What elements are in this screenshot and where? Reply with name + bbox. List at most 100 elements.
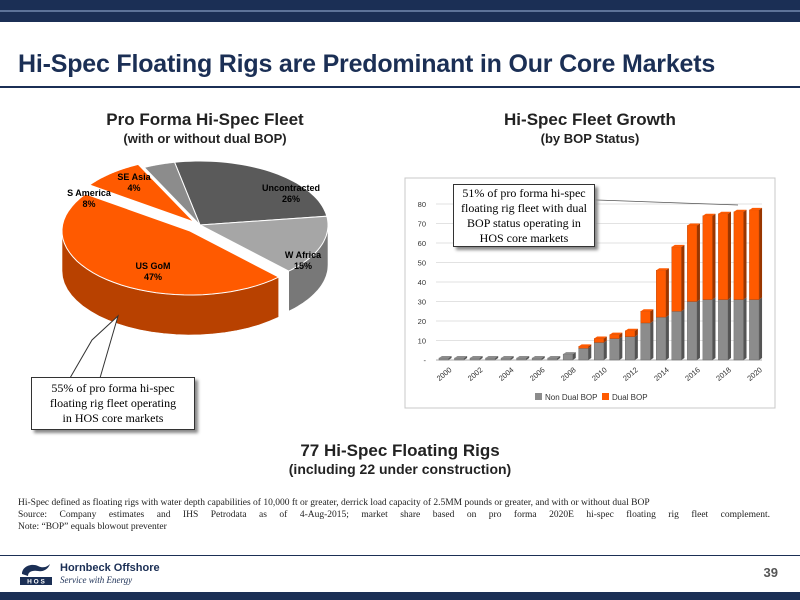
y-tick-label: - — [424, 356, 427, 365]
left-panel-heading: Pro Forma Hi-Spec Fleet — [106, 110, 304, 129]
bar-side — [588, 346, 592, 360]
footnote-bop: Note: “BOP” equals blowout preventer — [18, 522, 167, 532]
top-banner — [0, 0, 800, 22]
y-tick-label: 40 — [418, 278, 426, 287]
summary-line2: (including 22 under construction) — [288, 461, 512, 477]
bar-non-dual-bop-2007 — [547, 357, 558, 361]
pie-slice-s-america — [88, 163, 195, 223]
footer-divider — [0, 555, 800, 556]
bar-side — [650, 309, 654, 323]
bar-dual-bop-2017 — [702, 215, 713, 300]
left-panel-subheading: (with or without dual BOP) — [123, 131, 287, 146]
bar-dual-bop-2014 — [656, 270, 667, 318]
bar-side — [728, 211, 732, 300]
bar-non-dual-bop-2010 — [593, 342, 605, 361]
hos-logo-icon: H O S — [20, 564, 52, 586]
bar-non-dual-bop-2019 — [733, 299, 744, 361]
bar-side — [495, 356, 499, 360]
bar-dual-bop-2016 — [687, 225, 698, 302]
bar-side — [619, 332, 623, 339]
y-tick-label: 60 — [418, 239, 426, 248]
pie-label-uncontracted: Uncontracted 26% — [261, 183, 320, 204]
bar-dual-bop-2013 — [640, 311, 651, 324]
y-tick-label: 10 — [418, 337, 426, 346]
bar-side — [743, 209, 747, 300]
y-tick-label: 50 — [418, 259, 426, 268]
bar-side — [696, 223, 700, 302]
page-number: 39 — [763, 565, 778, 580]
pie-label-w-africa: W Africa 15% — [284, 250, 322, 271]
bar-non-dual-bop-2009 — [578, 348, 589, 361]
bar-top — [656, 268, 669, 271]
bar-side — [650, 320, 654, 360]
bar-top — [469, 356, 483, 359]
bar-side — [526, 356, 530, 360]
legend-swatch-non-dual — [535, 393, 542, 400]
bar-side — [603, 340, 607, 360]
bar-non-dual-bop-2008 — [562, 353, 573, 361]
bar-non-dual-bop-2012 — [625, 336, 636, 361]
title-divider — [0, 86, 800, 88]
bar-side — [759, 207, 763, 300]
bar-top — [702, 213, 716, 216]
summary-line1: 77 Hi-Spec Floating Rigs — [300, 441, 500, 460]
bar-side — [712, 297, 716, 360]
bar-non-dual-bop-2020 — [749, 299, 760, 361]
bar-non-dual-bop-2005 — [516, 357, 527, 361]
logo-letters: H O S — [27, 579, 45, 586]
bar-side — [510, 356, 514, 360]
bar-dual-bop-2012 — [625, 330, 636, 337]
bar-dual-bop-2019 — [733, 211, 744, 300]
bar-side — [696, 299, 700, 360]
right-callout: 51% of pro forma hi-spec floating rig fl… — [453, 184, 595, 247]
bar-side — [681, 309, 685, 360]
bar-top — [485, 356, 499, 359]
pie-slice-us-gom — [61, 193, 280, 296]
bar-dual-bop-2015 — [671, 246, 682, 312]
bar-side — [448, 356, 452, 360]
bar-top — [594, 336, 607, 339]
bar-side — [634, 328, 638, 337]
legend-swatch-dual — [602, 393, 609, 400]
bar-side — [634, 334, 638, 360]
bar-top — [547, 356, 561, 359]
bottom-banner — [0, 592, 800, 600]
bar-side — [572, 352, 576, 360]
bar-non-dual-bop-2001 — [454, 357, 465, 361]
bar-non-dual-bop-2006 — [531, 357, 542, 361]
logo-tagline: Service with Energy — [60, 575, 133, 585]
bar-top — [687, 223, 700, 226]
bar-non-dual-bop-2002 — [469, 357, 480, 361]
slide-title: Hi-Spec Floating Rigs are Predominant in… — [18, 50, 716, 78]
bar-top — [671, 244, 685, 247]
pie-slice-se-asia — [143, 161, 201, 226]
bar-non-dual-bop-2011 — [609, 338, 620, 361]
y-tick-label: 70 — [418, 220, 426, 229]
bar-top — [640, 309, 654, 312]
bar-top — [578, 344, 592, 347]
bar-dual-bop-2020 — [749, 209, 760, 300]
bar-side — [603, 336, 607, 343]
bar-non-dual-bop-2003 — [485, 357, 496, 361]
y-tick-label: 30 — [418, 298, 426, 307]
bar-side — [665, 315, 669, 360]
bar-non-dual-bop-2014 — [656, 316, 667, 361]
bar-top — [563, 352, 576, 355]
y-tick-label: 20 — [418, 317, 426, 326]
bar-non-dual-bop-2013 — [640, 322, 651, 361]
legend-label-dual: Dual BOP — [612, 393, 648, 402]
legend-label-non-dual: Non Dual BOP — [545, 393, 597, 402]
bar-side — [728, 297, 732, 360]
bar-top — [532, 356, 545, 359]
pie-label-s-america: S America 8% — [67, 188, 111, 209]
bar-side — [619, 336, 623, 360]
bar-dual-bop-2011 — [609, 334, 620, 339]
bar-non-dual-bop-2017 — [702, 299, 713, 361]
bar-side — [712, 213, 716, 300]
bar-top — [625, 328, 638, 331]
bar-non-dual-bop-2018 — [718, 299, 729, 361]
pie-label-us-gom: US GoM 47% — [135, 261, 171, 282]
bar-side — [541, 356, 545, 360]
